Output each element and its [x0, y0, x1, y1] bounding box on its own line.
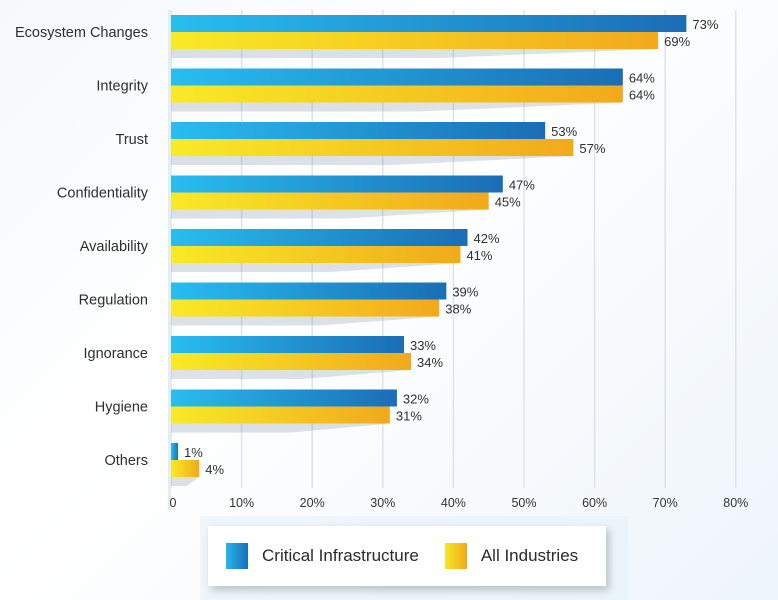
data-label: 33%: [410, 338, 436, 353]
bar-all-industries: [171, 85, 623, 103]
bar-shadow: [171, 263, 461, 272]
bar-critical-infrastructure: [171, 282, 447, 300]
data-label: 39%: [452, 285, 478, 300]
legend-item-all-industries: All Industries: [444, 543, 579, 569]
bar-critical-infrastructure: [171, 175, 503, 193]
data-label: 34%: [417, 355, 443, 370]
bar-all-industries: [171, 139, 574, 156]
data-label: 38%: [445, 302, 471, 317]
data-label: 42%: [474, 231, 500, 246]
bar-shadow: [171, 102, 623, 112]
x-tick-label: 80%: [723, 496, 748, 510]
category-label: Confidentiality: [57, 186, 149, 202]
bar-all-industries: [171, 246, 461, 263]
data-label: 4%: [205, 462, 224, 477]
legend-swatch-blue: [226, 543, 248, 569]
x-tick-label: 10%: [229, 496, 254, 510]
legend-label: All Industries: [480, 546, 579, 565]
bar-shadow: [171, 370, 412, 379]
legend-swatch-yellow: [444, 543, 467, 569]
bar-shadow: [171, 423, 390, 433]
data-label: 69%: [664, 34, 690, 49]
x-tick-label: 50%: [511, 496, 536, 510]
y-axis: [168, 10, 171, 510]
data-label: 64%: [629, 88, 655, 103]
bar-critical-infrastructure: [171, 389, 397, 407]
x-tick-label: 40%: [441, 496, 466, 510]
bar-all-industries: [171, 353, 412, 370]
legend-item-critical-infrastructure: Critical Infrastructure: [226, 543, 419, 569]
data-label: 32%: [403, 392, 429, 407]
category-label: Others: [104, 453, 148, 469]
data-label: 57%: [579, 141, 605, 156]
category-label: Availability: [80, 239, 149, 255]
bar-critical-infrastructure: [171, 15, 687, 32]
bar-shadow: [171, 156, 574, 165]
x-tick-label: 70%: [653, 496, 678, 510]
bar-critical-infrastructure: [171, 443, 179, 460]
data-label: 47%: [509, 178, 535, 193]
category-label: Ignorance: [84, 346, 149, 362]
category-label: Ecosystem Changes: [15, 25, 148, 41]
bar-shadow: [171, 49, 659, 58]
data-label: 53%: [551, 124, 577, 139]
bar-all-industries: [171, 192, 489, 210]
bar-all-industries: [171, 406, 390, 424]
legend: Critical Infrastructure All Industries: [208, 526, 606, 586]
data-label: 45%: [495, 195, 521, 210]
category-label: Integrity: [96, 79, 148, 95]
category-label: Trust: [116, 132, 149, 148]
bar-shadows: [171, 49, 659, 486]
labels: 0 10% 20% 30% 40% 50% 60% 70% 80% Ecosystem Chang…: [15, 17, 748, 510]
x-tick-label: 60%: [582, 496, 607, 510]
bar-shadow: [171, 316, 440, 326]
bar-critical-infrastructure: [171, 68, 623, 86]
bar-all-industries: [171, 299, 440, 317]
x-tick-label: 20%: [300, 496, 325, 510]
x-tick-label: 30%: [370, 496, 395, 510]
bar-all-industries: [171, 460, 200, 477]
bars: [171, 15, 687, 477]
data-label: 1%: [184, 445, 203, 460]
data-label: 31%: [396, 409, 422, 424]
data-label: 41%: [466, 248, 492, 263]
bar-critical-infrastructure: [171, 229, 468, 246]
category-label: Hygiene: [95, 400, 148, 416]
bar-all-industries: [171, 32, 659, 49]
legend-label: Critical Infrastructure: [262, 546, 419, 565]
category-label: Regulation: [79, 293, 148, 309]
data-label: 73%: [692, 17, 718, 32]
bar-critical-infrastructure: [171, 336, 404, 353]
bar-critical-infrastructure: [171, 122, 546, 139]
data-label: 64%: [629, 71, 655, 86]
bar-shadow: [171, 477, 200, 486]
x-tick-label: 0: [170, 496, 177, 510]
bar-shadow: [171, 209, 489, 219]
